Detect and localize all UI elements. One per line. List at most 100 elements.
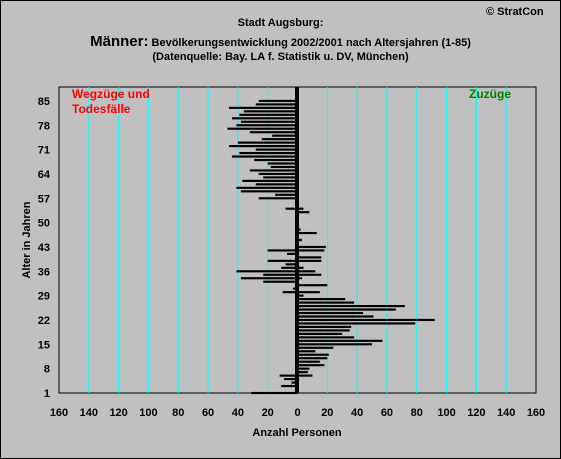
bar: [258, 99, 298, 102]
bar: [297, 374, 313, 377]
x-tick-label: 100: [437, 407, 455, 419]
chart-source-line: (Datenquelle: Bay. LA f. Statistik u. DV…: [152, 51, 409, 63]
bar: [297, 336, 355, 339]
bar: [297, 353, 329, 356]
y-tick-label: 64: [38, 169, 51, 181]
bar: [297, 318, 435, 322]
bar: [231, 155, 298, 158]
x-tick-label: 20: [321, 407, 333, 419]
bar: [249, 169, 298, 172]
bar: [272, 134, 298, 137]
y-tick-label: 57: [38, 193, 50, 205]
y-tick-label: 29: [38, 291, 50, 303]
x-tick-labels: 160 140 120 100 80 60 40 20 0 20 40 60 80 100 120 140 16…: [50, 407, 545, 419]
bar: [297, 256, 322, 259]
chart-title-line1: Stadt Augsburg:: [237, 17, 324, 29]
bar: [297, 315, 374, 318]
annotation-left-line1: Wegzüge und: [72, 87, 150, 101]
bar: [297, 207, 304, 210]
bar: [297, 266, 304, 269]
bar: [297, 284, 328, 287]
bars: [227, 99, 435, 395]
bar: [297, 325, 352, 329]
x-tick-label: 140: [497, 407, 515, 419]
bar: [255, 183, 298, 186]
bar: [297, 245, 326, 249]
bar: [297, 294, 304, 297]
bar: [285, 263, 298, 266]
chart-title-gender: Männer:: [90, 33, 149, 50]
bar: [240, 277, 298, 280]
bar: [297, 311, 364, 315]
y-axis-label: Alter in Jahren: [21, 201, 33, 278]
bar: [297, 346, 334, 349]
bar: [297, 357, 328, 360]
bar: [255, 103, 298, 106]
y-tick-label: 1: [44, 388, 50, 400]
bar: [297, 322, 416, 325]
x-tick-label: 40: [232, 407, 244, 419]
x-tick-label: 80: [172, 407, 184, 419]
bar: [249, 131, 298, 134]
bar: [282, 291, 298, 294]
bar: [239, 151, 298, 155]
bar: [297, 332, 343, 335]
bar: [297, 238, 302, 242]
x-tick-label: 120: [467, 407, 485, 419]
bar: [236, 270, 298, 273]
bar: [297, 273, 322, 276]
bar: [237, 141, 298, 144]
annotation-right: Zuzüge: [469, 87, 511, 101]
bar: [297, 364, 325, 367]
y-tick-label: 43: [38, 242, 50, 254]
bar: [263, 280, 298, 283]
bar: [255, 148, 298, 151]
x-tick-label: 60: [381, 407, 393, 419]
bar: [297, 231, 317, 235]
bar: [240, 190, 298, 193]
bar: [236, 186, 298, 189]
bar: [297, 301, 355, 304]
x-tick-label: 80: [411, 407, 423, 419]
y-tick-label: 78: [38, 120, 50, 132]
bar: [267, 249, 298, 252]
bar: [297, 367, 310, 370]
annotation-left-line2: Todesfälle: [72, 102, 131, 116]
bar: [263, 273, 298, 276]
y-tick-labels: 1 8 15 22 29 36 43 50 57 64 71 78 85: [38, 96, 51, 400]
bar: [297, 298, 346, 301]
bar: [297, 270, 316, 273]
bar: [297, 371, 308, 374]
bar: [297, 308, 396, 311]
x-tick-label: 160: [50, 407, 68, 419]
bar: [284, 378, 298, 381]
bar: [242, 179, 298, 182]
x-tick-label: 160: [527, 407, 545, 419]
bar: [270, 165, 298, 169]
y-tick-label: 8: [44, 364, 50, 376]
y-tick-label: 15: [38, 339, 50, 351]
x-tick-label: 120: [109, 407, 127, 419]
copyright-label: © StratCon: [486, 6, 544, 18]
bar: [258, 172, 298, 176]
bar: [279, 374, 298, 377]
bar: [297, 360, 320, 363]
bar: [285, 207, 298, 210]
bar: [281, 384, 298, 388]
bar: [297, 259, 322, 262]
chart-title-text: Bevölkerungsentwicklung 2002/2001 nach A…: [148, 37, 471, 49]
bar: [297, 291, 320, 294]
y-tick-label: 85: [38, 96, 50, 108]
bar: [281, 266, 298, 269]
bar: [258, 197, 298, 200]
x-tick-label: 0: [294, 407, 300, 419]
y-tick-label: 22: [38, 315, 50, 327]
x-tick-label: 20: [262, 407, 274, 419]
bar: [275, 193, 298, 196]
bar: [291, 381, 298, 384]
x-tick-label: 40: [351, 407, 363, 419]
bar: [297, 339, 383, 342]
bar: [227, 127, 298, 130]
bar: [297, 277, 302, 280]
